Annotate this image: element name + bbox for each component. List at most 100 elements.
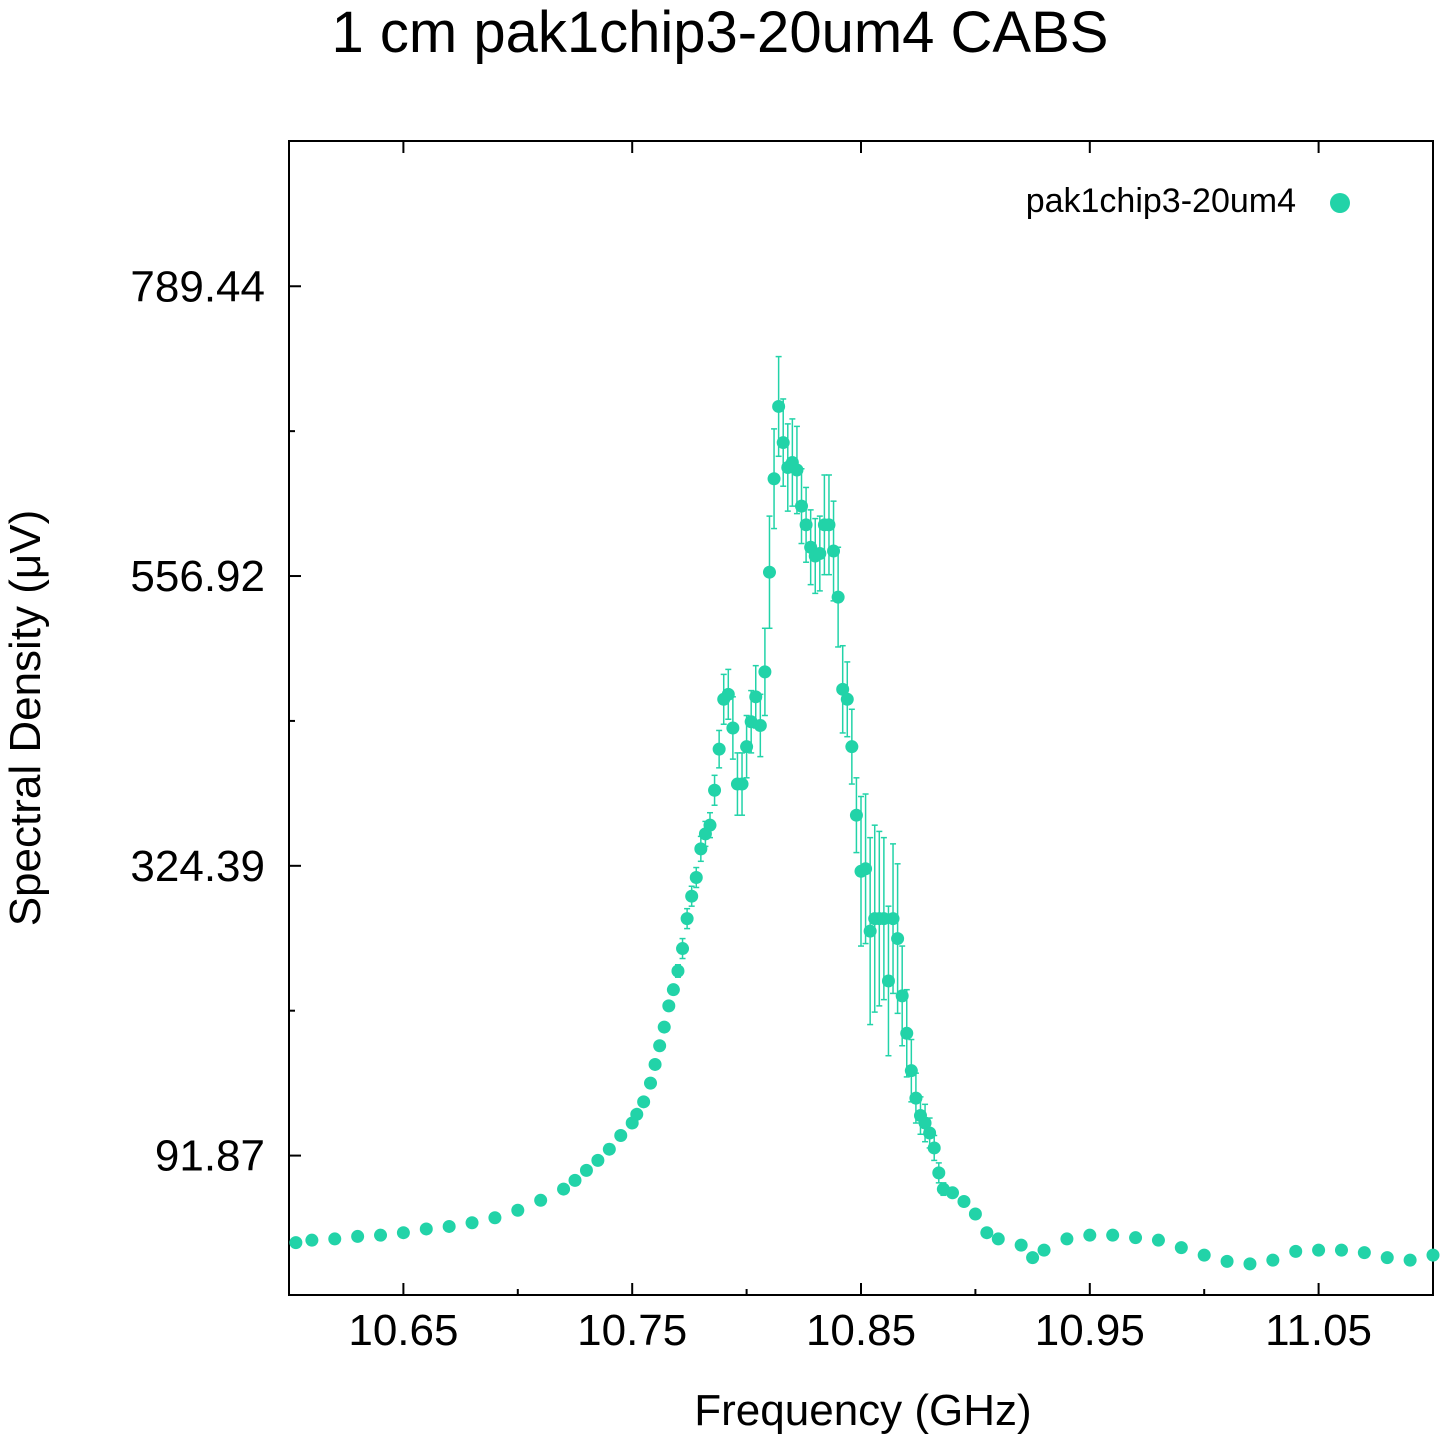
data-point (726, 721, 740, 735)
data-point (1380, 1251, 1394, 1265)
data-point (614, 1128, 628, 1142)
data-point (712, 742, 726, 756)
data-point (1026, 1251, 1040, 1265)
data-point (557, 1182, 571, 1196)
data-point (1312, 1243, 1326, 1257)
data-point (534, 1193, 548, 1207)
data-point (753, 718, 767, 732)
data-point (881, 974, 895, 988)
data-point (442, 1219, 456, 1233)
x-tick-label: 11.05 (1265, 1306, 1372, 1355)
data-point (685, 889, 699, 903)
data-point (703, 818, 717, 832)
data-point (602, 1142, 616, 1156)
data-point (900, 1026, 914, 1040)
chart-title: 1 cm pak1chip3-20um4 CABS (331, 0, 1109, 65)
data-point (980, 1226, 994, 1240)
y-tick-label: 91.87 (155, 1132, 265, 1181)
x-axis-label: Frequency (GHz) (694, 1386, 1031, 1435)
data-point (767, 472, 781, 486)
data-point (637, 1095, 651, 1109)
data-point (1151, 1233, 1165, 1247)
data-point (1197, 1248, 1211, 1262)
data-point (822, 518, 836, 532)
data-point (762, 565, 776, 579)
data-point (968, 1207, 982, 1221)
data-point (772, 399, 786, 413)
data-point (328, 1232, 342, 1246)
data-point (891, 932, 905, 946)
data-point (591, 1153, 605, 1167)
data-point (813, 546, 827, 560)
data-point (305, 1233, 319, 1247)
data-point (840, 692, 854, 706)
data-point (1083, 1228, 1097, 1242)
data-point (666, 983, 680, 997)
data-point (845, 740, 859, 754)
data-point (721, 687, 735, 701)
data-point (419, 1222, 433, 1236)
data-point (465, 1216, 479, 1230)
data-point (396, 1226, 410, 1240)
x-tick-label: 10.95 (1035, 1306, 1145, 1355)
data-point (676, 942, 690, 956)
data-point (680, 912, 694, 926)
data-point (790, 463, 804, 477)
data-point (877, 912, 891, 926)
data-point (957, 1195, 971, 1209)
data-point (1014, 1238, 1028, 1252)
data-point (374, 1228, 388, 1242)
y-tick-label: 789.44 (130, 262, 265, 311)
data-point (1037, 1243, 1051, 1257)
data-point (1106, 1228, 1120, 1242)
data-point (749, 690, 763, 704)
data-point (946, 1186, 960, 1200)
data-point (735, 777, 749, 791)
data-point (657, 1020, 671, 1034)
data-point (488, 1211, 502, 1225)
data-point (351, 1229, 365, 1243)
y-axis-label: Spectral Density (μV) (1, 510, 50, 927)
data-point (863, 924, 877, 938)
plot-frame (288, 140, 1434, 1296)
data-point (671, 964, 685, 978)
data-point (831, 590, 845, 604)
data-point (799, 518, 813, 532)
data-point (648, 1057, 662, 1071)
data-point (909, 1091, 923, 1105)
x-tick-label: 10.65 (348, 1306, 458, 1355)
data-point (991, 1232, 1005, 1246)
data-point (923, 1126, 937, 1140)
data-point (1220, 1254, 1234, 1268)
data-point (1426, 1248, 1440, 1262)
data-point (694, 842, 708, 856)
data-point (886, 912, 900, 926)
data-point (1403, 1253, 1417, 1267)
data-point (918, 1116, 932, 1130)
data-point (1289, 1244, 1303, 1258)
data-point (1129, 1231, 1143, 1245)
x-tick-label: 10.85 (806, 1306, 916, 1355)
data-point (1334, 1243, 1348, 1257)
data-point (630, 1107, 644, 1121)
data-point (758, 665, 772, 679)
data-point (579, 1163, 593, 1177)
data-point (1060, 1232, 1074, 1246)
legend-marker (1330, 193, 1350, 213)
data-point (689, 871, 703, 885)
data-point (849, 808, 863, 822)
data-point (795, 499, 809, 513)
data-point (644, 1076, 658, 1090)
y-tick-label: 556.92 (130, 552, 265, 601)
legend-label: pak1chip3-20um4 (1026, 182, 1296, 220)
data-point (932, 1166, 946, 1180)
data-point (904, 1064, 918, 1078)
data-point (895, 989, 909, 1003)
data-point (927, 1141, 941, 1155)
y-tick-label: 324.39 (130, 842, 265, 891)
data-point (1174, 1241, 1188, 1255)
data-point (776, 436, 790, 450)
data-point (740, 740, 754, 754)
data-point (662, 999, 676, 1013)
